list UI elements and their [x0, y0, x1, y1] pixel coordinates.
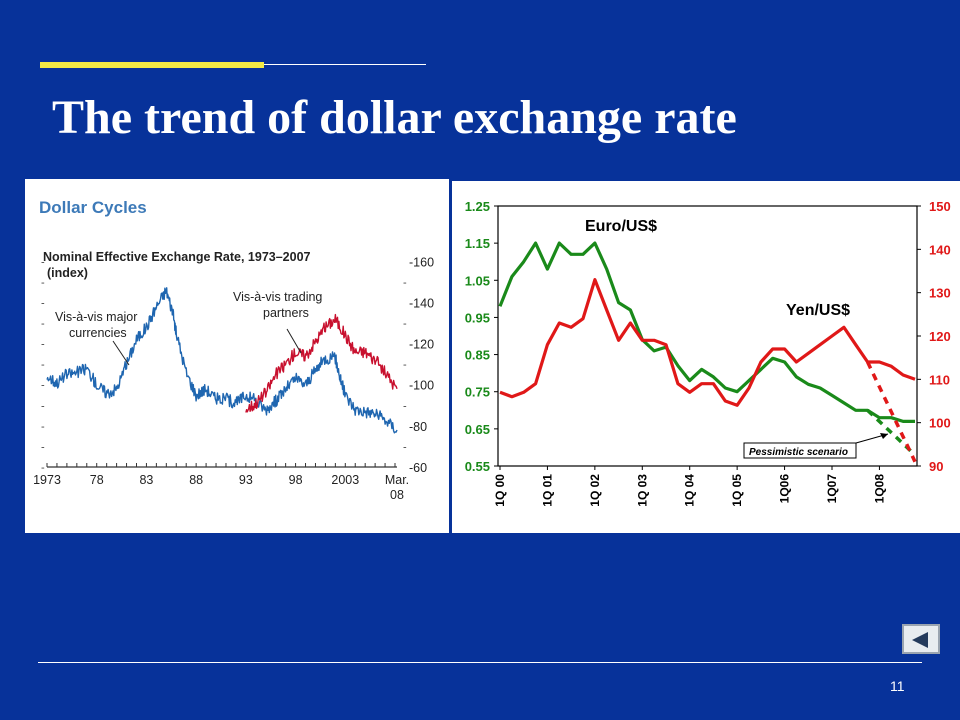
x-tick-label: 1Q 04	[683, 474, 697, 507]
right-tick-label: 140	[929, 242, 951, 257]
right-dash-tick: -	[403, 359, 407, 371]
yen-series-label: Yen/US$	[786, 302, 850, 319]
left-dash-tick: -	[41, 421, 45, 433]
right-dash-tick: -	[403, 318, 407, 330]
annotation-major-currencies: Vis-à-vis major currencies	[55, 310, 137, 340]
euro-yen-plot: 0.55 0.65 0.75 0.85 0.95 1.05 1.15 1.25 90 100 110…	[465, 199, 951, 507]
left-dash-tick: -	[41, 297, 45, 309]
x-tick-label: 78	[90, 473, 104, 487]
x-tick-label: 98	[289, 473, 303, 487]
page-number: 11	[890, 678, 905, 694]
left-tick-label: 0.85	[465, 348, 490, 363]
left-dash-tick: -	[41, 380, 45, 392]
right-tick-label: 150	[929, 199, 951, 214]
scenario-box	[743, 442, 857, 459]
slide-title: The trend of dollar exchange rate	[52, 91, 737, 144]
annotation-leader	[286, 328, 302, 354]
scenario-arrowhead	[880, 433, 888, 439]
x-tick-label: 83	[139, 473, 153, 487]
scenario-label: Pessimistic scenario	[749, 447, 848, 458]
x-tick-label: Mar. 08	[385, 473, 409, 502]
dollar-cycles-plot: Dollar Cycles Nominal Effective Exchange …	[33, 198, 434, 502]
title-accent-rule	[264, 64, 426, 65]
left-dash-tick: -	[41, 441, 45, 453]
left-dash-tick: -	[41, 339, 45, 351]
x-tick-label: 1Q07	[825, 474, 839, 504]
x-tick-label: 1973	[33, 473, 61, 487]
left-tick-label: 1.15	[465, 236, 490, 251]
right-tick-label: 130	[929, 286, 951, 301]
right-tick-label: 110	[929, 372, 950, 387]
x-tick-label: 1Q06	[778, 474, 792, 504]
left-dash-tick: -	[41, 359, 45, 371]
x-tick-label: 88	[189, 473, 203, 487]
x-tick-label: 1Q 02	[588, 474, 602, 507]
footer-rule	[38, 662, 922, 663]
y-tick-label: -160	[409, 255, 434, 269]
y-tick-label: -80	[409, 420, 427, 434]
right-dash-tick: -	[403, 441, 407, 453]
left-tick-label: 1.05	[465, 273, 490, 288]
yen-series-line	[499, 278, 916, 407]
y-tick-label: -60	[409, 461, 427, 475]
y-tick-label: -100	[409, 379, 434, 393]
right-tick-label: 90	[929, 459, 943, 474]
x-tick-label: 1Q 01	[540, 474, 554, 507]
left-tick-label: 0.75	[465, 385, 490, 400]
x-tick-label: 1Q 03	[635, 474, 649, 507]
x-tick-label: 1Q 00	[493, 474, 507, 507]
chart-subtitle: Nominal Effective Exchange Rate, 1973–20…	[43, 250, 311, 264]
right-tick-label: 120	[929, 329, 951, 344]
series-line-major-currencies	[46, 287, 398, 434]
euro-series-line	[498, 241, 915, 423]
left-tick-label: 0.95	[465, 310, 490, 325]
right-dash-tick: -	[403, 400, 407, 412]
annotation-leader	[112, 340, 130, 366]
dollar-cycles-chart: Dollar Cycles Nominal Effective Exchange …	[25, 179, 449, 533]
y-tick-label: -120	[409, 338, 434, 352]
right-tick-label: 100	[929, 416, 951, 431]
yen-scenario-line	[866, 361, 917, 463]
left-dash-tick: -	[41, 400, 45, 412]
y-tick-label: -140	[409, 296, 434, 310]
euro-series-label: Euro/US$	[585, 218, 657, 235]
chart-title: Dollar Cycles	[39, 198, 147, 217]
left-dash-tick: -	[41, 277, 45, 289]
left-dash-tick: -	[41, 256, 45, 268]
x-tick-label: 1Q08	[872, 474, 886, 504]
left-tick-label: 0.55	[465, 459, 490, 474]
back-button[interactable]	[902, 624, 940, 654]
annotation-trading-partners: Vis-à-vis trading partners	[233, 290, 322, 320]
x-tick-label: 1Q 05	[730, 474, 744, 507]
right-dash-tick: -	[403, 277, 407, 289]
x-tick-label: 93	[239, 473, 253, 487]
back-arrow-icon	[912, 632, 928, 648]
left-dash-tick: -	[41, 462, 45, 474]
x-tick-label: 2003	[331, 473, 359, 487]
series-line-trading-partners	[245, 313, 398, 413]
y-axis-label: (index)	[47, 266, 88, 280]
left-tick-label: 0.65	[465, 422, 490, 437]
title-accent-bar	[40, 62, 264, 68]
left-dash-tick: -	[41, 318, 45, 330]
left-tick-label: 1.25	[465, 199, 490, 214]
euro-yen-chart: 0.55 0.65 0.75 0.85 0.95 1.05 1.15 1.25 90 100 110…	[452, 181, 960, 533]
